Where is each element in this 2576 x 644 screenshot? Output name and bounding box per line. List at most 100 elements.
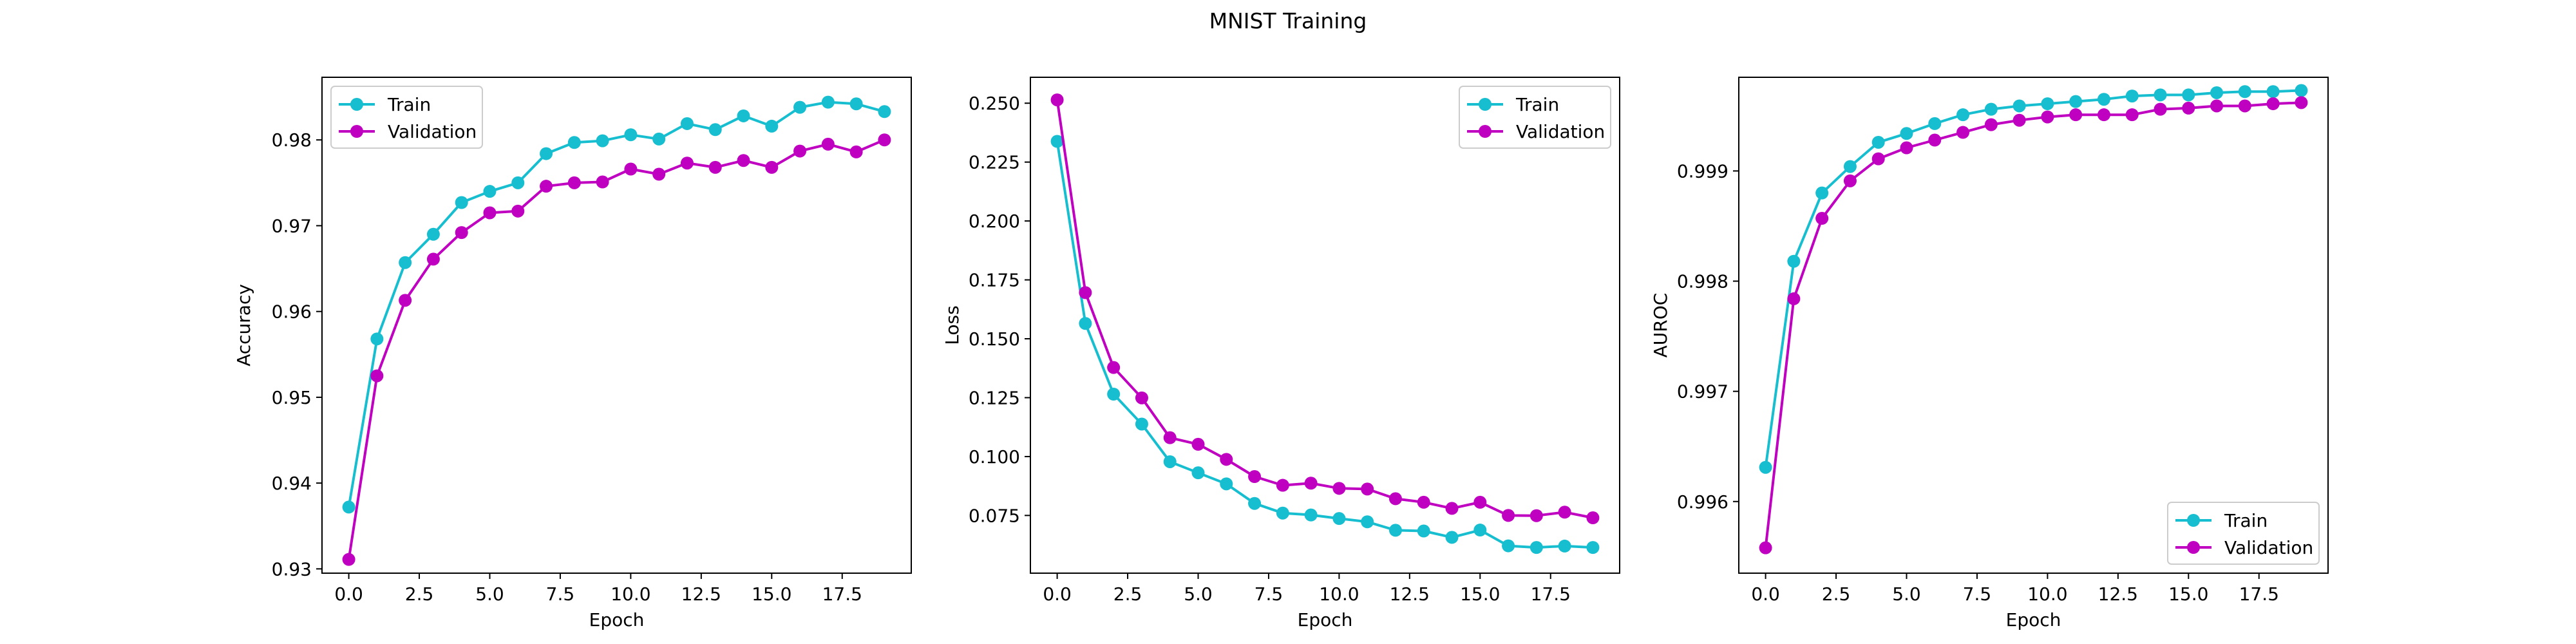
y-tick-label: 0.997 <box>1677 381 1728 402</box>
legend-swatch-marker <box>2187 541 2200 554</box>
legend-label-train: Train <box>1515 94 1559 115</box>
data-point-train-11 <box>652 132 666 146</box>
data-point-train-9 <box>596 134 609 147</box>
data-point-validation-12 <box>1388 492 1402 506</box>
data-point-train-0 <box>1759 460 1772 474</box>
data-point-validation-10 <box>1332 482 1346 495</box>
data-point-validation-1 <box>370 369 384 383</box>
data-point-validation-3 <box>1135 391 1148 404</box>
data-point-train-0 <box>342 500 355 514</box>
data-point-train-8 <box>1276 506 1289 520</box>
data-point-validation-11 <box>652 167 666 181</box>
data-point-validation-2 <box>1815 212 1829 225</box>
data-point-validation-3 <box>426 252 440 266</box>
data-point-train-7 <box>1956 108 1970 122</box>
legend-swatch-marker <box>350 98 363 111</box>
y-tick-label: 0.200 <box>969 211 1020 232</box>
data-point-train-9 <box>2012 99 2026 113</box>
x-axis-label: Epoch <box>2006 609 2061 630</box>
data-point-validation-12 <box>2097 108 2110 122</box>
data-point-train-17 <box>2238 85 2251 99</box>
data-point-train-13 <box>2125 90 2139 103</box>
data-point-validation-17 <box>821 137 835 151</box>
data-point-train-3 <box>426 227 440 241</box>
data-point-train-16 <box>793 100 807 114</box>
y-tick-label: 0.93 <box>272 558 312 580</box>
data-point-validation-0 <box>1759 541 1772 554</box>
y-tick-label: 0.250 <box>969 93 1020 114</box>
x-tick-label: 17.5 <box>822 583 862 605</box>
data-point-validation-2 <box>1107 361 1121 374</box>
data-point-train-14 <box>737 109 750 122</box>
data-point-train-9 <box>1304 508 1318 522</box>
data-point-validation-6 <box>511 204 525 218</box>
legend-label-validation: Validation <box>1516 121 1605 142</box>
data-point-validation-16 <box>2210 99 2224 113</box>
data-point-train-13 <box>708 123 722 137</box>
data-point-train-2 <box>1107 387 1121 401</box>
data-point-train-4 <box>1871 135 1885 149</box>
data-point-train-17 <box>1530 541 1543 554</box>
data-point-train-10 <box>1332 512 1346 526</box>
legend-label-train: Train <box>2224 510 2268 531</box>
data-point-validation-15 <box>2182 101 2195 115</box>
data-point-validation-14 <box>1445 502 1459 515</box>
data-point-train-10 <box>2041 97 2054 111</box>
x-tick-label: 15.0 <box>2168 583 2208 605</box>
data-point-validation-8 <box>1276 478 1289 492</box>
data-point-validation-7 <box>540 180 553 193</box>
data-point-validation-16 <box>1502 509 1515 522</box>
data-point-train-19 <box>2295 84 2308 97</box>
data-point-train-17 <box>821 95 835 109</box>
chart-panel-2: 0.0 2.5 5.0 7.5 10.0 12.5 15.0 17.5 0.075 0.100 0.… <box>942 77 1620 630</box>
x-tick-label: 2.5 <box>1822 583 1851 605</box>
y-tick-label: 0.94 <box>272 473 312 494</box>
x-tick-label: 10.0 <box>2027 583 2067 605</box>
y-tick-label: 0.996 <box>1677 491 1728 513</box>
y-tick-label: 0.150 <box>969 328 1020 350</box>
data-point-train-14 <box>1445 531 1459 544</box>
data-point-train-6 <box>1928 117 1942 130</box>
legend-swatch-marker <box>2187 514 2200 527</box>
data-point-validation-3 <box>1843 174 1857 187</box>
data-point-validation-5 <box>483 206 497 220</box>
series-validation <box>342 133 891 566</box>
data-point-validation-14 <box>2154 102 2167 116</box>
x-tick-label: 7.5 <box>1255 583 1283 605</box>
data-point-train-19 <box>1586 541 1600 554</box>
data-point-validation-0 <box>342 553 355 566</box>
x-tick-label: 15.0 <box>752 583 791 605</box>
data-point-train-15 <box>1473 524 1487 537</box>
series-train <box>1050 135 1600 554</box>
data-point-train-1 <box>1787 254 1801 268</box>
chart-panels: 0.0 2.5 5.0 7.5 10.0 12.5 15.0 17.5 0.93 0.94 0.95… <box>233 77 2329 630</box>
data-point-validation-5 <box>1900 141 1913 155</box>
data-point-train-2 <box>399 256 412 269</box>
data-point-validation-12 <box>680 156 694 170</box>
data-point-validation-10 <box>624 162 638 176</box>
y-tick-label: 0.96 <box>272 301 312 323</box>
legend: Train Validation <box>1459 86 1611 149</box>
data-point-train-14 <box>2154 88 2167 102</box>
y-tick-label: 0.100 <box>969 446 1020 468</box>
figure-title: MNIST Training <box>1209 8 1367 33</box>
data-point-train-6 <box>511 176 525 189</box>
y-axis-label: Loss <box>942 305 963 345</box>
data-point-validation-6 <box>1220 453 1233 466</box>
data-point-validation-17 <box>2238 99 2251 113</box>
legend-swatch-marker <box>1479 125 1492 138</box>
data-point-train-11 <box>2069 95 2083 108</box>
data-point-validation-11 <box>1361 482 1374 496</box>
data-point-validation-9 <box>1304 477 1318 490</box>
x-tick-label: 0.0 <box>1043 583 1072 605</box>
data-point-train-16 <box>2210 86 2224 99</box>
y-tick-label: 0.97 <box>272 215 312 236</box>
data-point-train-10 <box>624 128 638 142</box>
data-point-train-7 <box>1248 497 1262 510</box>
y-tick-label: 0.225 <box>969 152 1020 173</box>
legend-label-validation: Validation <box>2224 537 2313 558</box>
y-axis-label: Accuracy <box>233 284 254 366</box>
data-point-validation-17 <box>1530 509 1543 522</box>
y-tick-label: 0.98 <box>272 129 312 151</box>
